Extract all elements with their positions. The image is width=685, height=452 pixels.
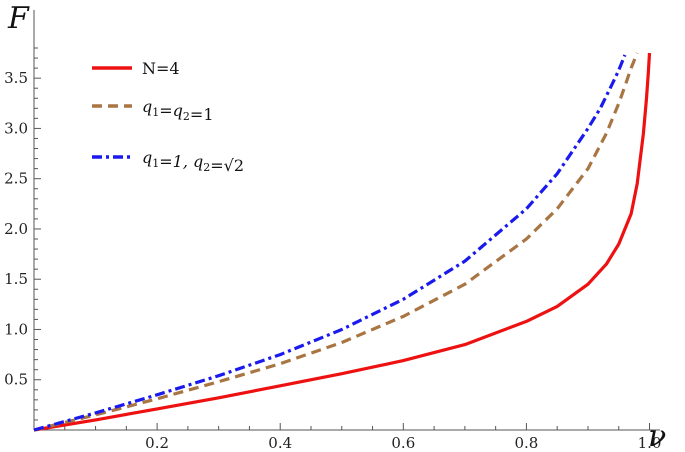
- y-tick-label: 1.0: [4, 320, 28, 338]
- legend: N=4 q1=q2=1 q1=1, q2=√2: [92, 59, 244, 175]
- y-tick-label: 2.5: [4, 170, 28, 188]
- x-axis-title: ν: [648, 419, 666, 452]
- y-tick-label: 3.5: [4, 69, 28, 87]
- y-tick-label: 3.0: [4, 119, 28, 137]
- legend-label-3: q1=1, q2=√2: [142, 148, 244, 175]
- y-tick-label: 0.5: [4, 371, 28, 389]
- series-line-3: [33, 54, 627, 432]
- axes: 0.2 0.4 0.6 0.8 1.0 0.5 1.0 1.5 2.0 2.5 3.0 3.5: [4, 10, 661, 452]
- x-tick-label: 1.0: [638, 434, 662, 452]
- series-line-1: [33, 52, 652, 432]
- legend-label-1: N=4: [142, 59, 180, 78]
- y-tick-label: 1.5: [4, 270, 28, 288]
- legend-label-2: q1=q2=1: [142, 97, 214, 124]
- x-tick-label: 0.6: [391, 434, 415, 452]
- series-layer: [33, 52, 652, 432]
- y-axis-title: F: [7, 1, 30, 36]
- x-tick-label: 0.4: [268, 434, 292, 452]
- y-tick-label: 2.0: [4, 220, 28, 238]
- x-tick-label: 0.8: [514, 434, 538, 452]
- series-line-2: [33, 52, 639, 432]
- x-tick-label: 0.2: [145, 434, 169, 452]
